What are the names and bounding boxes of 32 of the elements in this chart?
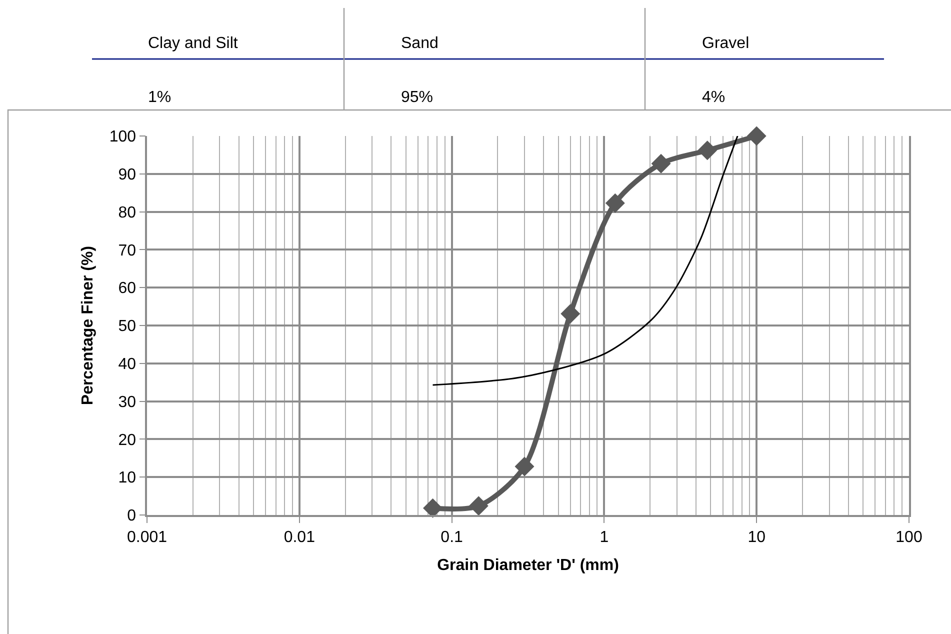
text: Clay and Silt — [148, 35, 238, 52]
y-tick-label: 60 — [118, 280, 136, 298]
x-tick-label: 1 — [600, 528, 609, 546]
x-tick-label: 0.1 — [440, 528, 464, 546]
y-axis-title: Percentage Finer (%) — [80, 246, 97, 406]
y-tick-label: 10 — [118, 470, 136, 487]
x-tick-label: 0.01 — [284, 528, 316, 546]
y-tick-label: 20 — [118, 432, 136, 449]
x-tick-label: 0.001 — [126, 528, 168, 546]
y-tick-label: 40 — [118, 356, 136, 373]
point — [468, 496, 488, 516]
y-tick-label: 0 — [127, 508, 136, 525]
y-tick-label: 30 — [118, 394, 136, 411]
point — [514, 456, 534, 476]
y-tick-label: 80 — [118, 204, 136, 222]
x-tick-label: 100 — [896, 528, 922, 546]
point — [651, 154, 671, 174]
y-tick-label: 100 — [109, 128, 136, 146]
point — [560, 304, 580, 324]
point — [698, 140, 718, 160]
y-tick-label: 70 — [118, 242, 136, 260]
text: Sand — [401, 35, 438, 52]
point — [423, 498, 443, 518]
y-tick-label: 50 — [118, 318, 136, 336]
x-tick-label: 10 — [748, 528, 766, 546]
text: 1% — [148, 89, 172, 106]
text: Gravel — [702, 35, 750, 52]
text: 95% — [401, 89, 434, 106]
point — [605, 193, 625, 213]
text: 4% — [702, 89, 726, 106]
x-axis-title: Grain Diameter 'D' (mm) — [437, 557, 619, 574]
y-tick-label: 90 — [118, 166, 136, 184]
